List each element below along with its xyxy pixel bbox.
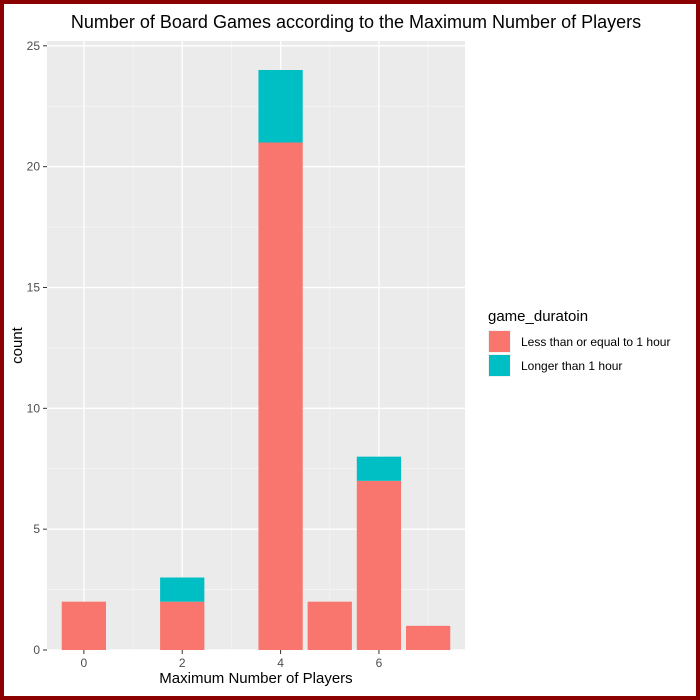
y-tick-label: 15 — [27, 281, 41, 295]
legend-swatch-0 — [489, 331, 510, 352]
y-tick-label: 10 — [27, 401, 41, 415]
bar-short-5 — [307, 601, 352, 650]
legend-title: game_duratoin — [488, 308, 588, 325]
y-tick-label: 25 — [27, 39, 41, 53]
legend-swatch-1 — [489, 355, 510, 376]
bar-short-7 — [405, 625, 451, 650]
bars — [61, 70, 451, 650]
bar-long-6 — [356, 456, 402, 481]
bar-short-2 — [160, 601, 205, 650]
x-tick-label: 2 — [179, 656, 186, 670]
legend-label: Longer than 1 hour — [521, 359, 622, 373]
bar-short-6 — [356, 480, 402, 650]
axes: 0 5 10 15 20 25 0 2 4 6 — [27, 39, 383, 670]
legend: game_duratoin Less than or equal to 1 ho… — [488, 308, 670, 377]
y-axis-label: count — [9, 326, 26, 364]
bar-long-4 — [258, 70, 303, 143]
x-tick-label: 0 — [81, 656, 88, 670]
bar-short-0 — [61, 601, 107, 650]
y-tick-label: 0 — [33, 643, 40, 657]
x-tick-label: 4 — [277, 656, 284, 670]
y-tick-label: 20 — [27, 160, 41, 174]
plot-panel — [47, 41, 465, 650]
bar-short-4 — [258, 142, 303, 650]
bar-long-2 — [160, 577, 205, 602]
x-tick-label: 6 — [376, 656, 383, 670]
y-tick-label: 5 — [33, 522, 40, 536]
chart-title: Number of Board Games according to the M… — [71, 12, 641, 32]
x-axis-label: Maximum Number of Players — [159, 670, 352, 687]
legend-label: Less than or equal to 1 hour — [521, 335, 670, 349]
